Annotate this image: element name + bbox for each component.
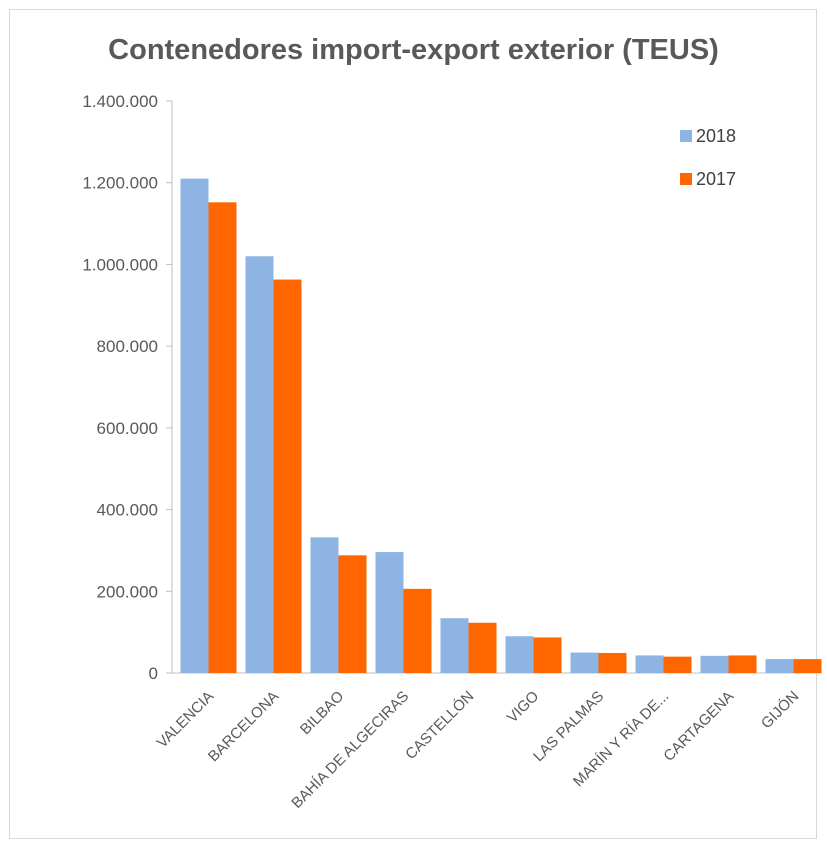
x-tick-label: CASTELLÓN xyxy=(402,688,477,763)
bar-2018 xyxy=(505,636,534,673)
bar-2017 xyxy=(273,279,302,673)
bar-2018 xyxy=(635,655,664,673)
x-tick-label: VIGO xyxy=(504,688,543,727)
bar-2017 xyxy=(728,655,757,673)
legend-label-2018: 2018 xyxy=(696,126,736,146)
bar-2017 xyxy=(468,622,497,673)
bar-2017 xyxy=(533,637,562,673)
x-tick-label: GIJÓN xyxy=(758,688,802,732)
bar-2017 xyxy=(208,202,237,673)
y-tick-label: 200.000 xyxy=(97,582,158,601)
y-tick-label: 1.200.000 xyxy=(82,174,158,193)
x-tick-label: BILBAO xyxy=(297,688,347,738)
bar-2018 xyxy=(765,659,794,673)
x-tick-label: VALENCIA xyxy=(154,688,218,752)
legend-swatch-2017 xyxy=(680,173,692,185)
bar-2018 xyxy=(700,655,729,673)
legend-label-2017: 2017 xyxy=(696,169,736,189)
legend-swatch-2018 xyxy=(680,130,692,142)
bar-2017 xyxy=(663,656,692,673)
bar-2018 xyxy=(245,256,274,673)
bar-2018 xyxy=(180,178,209,673)
chart-title: Contenedores import-export exterior (TEU… xyxy=(108,34,719,66)
y-tick-label: 600.000 xyxy=(97,419,158,438)
bar-2017 xyxy=(338,555,367,673)
y-tick-label: 400.000 xyxy=(97,501,158,520)
bar-2018 xyxy=(570,652,599,673)
bar-2018 xyxy=(375,552,404,673)
bar-2017 xyxy=(598,652,627,673)
bar-2018 xyxy=(310,537,339,673)
y-tick-label: 0 xyxy=(149,664,158,683)
y-tick-label: 1.400.000 xyxy=(82,92,158,111)
bar-2017 xyxy=(403,588,432,673)
y-tick-label: 1.000.000 xyxy=(82,255,158,274)
bar-2017 xyxy=(793,659,822,673)
x-tick-label: BAHÍA DE ALGECIRAS xyxy=(288,688,412,812)
y-tick-label: 800.000 xyxy=(97,337,158,356)
chart-frame xyxy=(9,9,817,839)
bar-2018 xyxy=(440,618,469,673)
